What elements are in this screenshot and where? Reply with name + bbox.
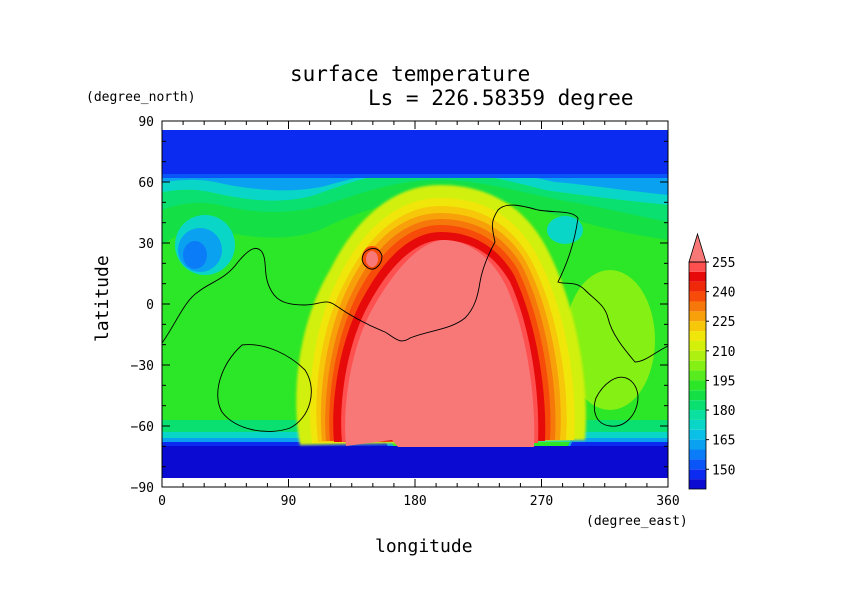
colorbar-label: 255 [712,256,735,271]
east-warm-patch [565,270,655,410]
colorbar-segment [689,439,706,450]
colorbar: 150 165 180 195 210 225 240 255 [688,232,735,490]
y-tick-label: 0 [146,298,154,313]
colorbar-segment [689,271,706,282]
colorbar-frame [688,261,707,490]
y-ticks: 90 60 30 0 −30 −60 −90 [131,115,668,496]
colorbar-segment [689,281,706,292]
colorbar-label: 225 [712,315,735,330]
colorbar-segment [689,449,706,460]
colorbar-segment [689,262,706,272]
colorbar-segment [689,400,706,411]
dome-max-region [345,240,535,447]
colorbar-segment [689,479,706,489]
x-tick-label: 180 [403,494,426,509]
topography-contours [162,204,668,432]
y-tick-label: −90 [131,481,154,496]
colorbar-segment [689,469,706,480]
colorbar-max-extension [688,232,707,263]
y-tick-label: −60 [131,420,154,435]
y-tick-label: 90 [138,115,154,130]
x-axis-label: longitude [375,536,473,557]
southern-basin-contour [217,344,312,432]
y-tick-label: 60 [138,176,154,191]
colorbar-segment [689,370,706,381]
x-axis-units: (degree_east) [586,514,688,529]
colorbar-label: 150 [712,463,735,478]
east-basin-contour [593,376,639,427]
colorbar-segment [689,419,706,430]
colorbar-segment [689,311,706,322]
temperature-field [162,130,668,478]
y-axis-units: (degree_north) [86,90,196,105]
colorbar-segment [689,410,706,420]
y-tick-label: −30 [131,359,154,374]
south-polar-core-left [162,446,668,478]
colorbar-label: 180 [712,404,735,419]
x-tick-label: 360 [656,494,679,509]
coastline-contour [162,204,668,363]
x-ticks: 0 90 180 270 360 [158,121,680,509]
colorbar-label: 240 [712,286,735,301]
colorbar-label: 210 [712,345,735,360]
colorbar-label: 165 [712,434,735,449]
west-cool-patch-core [183,241,207,269]
colorbar-segment [689,331,706,341]
small-warm-blob [366,251,378,267]
colorbar-segment [689,291,706,302]
x-tick-label: 90 [281,494,297,509]
north-band-6 [162,130,668,174]
colorbar-segment [689,459,706,470]
y-tick-label: 30 [138,237,154,252]
colorbar-label: 195 [712,374,735,389]
volcano-contour [361,248,383,270]
colorbar-segment [689,429,706,440]
x-tick-label: 270 [530,494,553,509]
chart-title: surface temperature [290,62,531,86]
chart-subtitle: Ls = 226.58359 degree [368,86,634,110]
colorbar-segment [689,350,706,361]
colorbar-segment [689,390,706,401]
colorbar-segment [689,360,706,371]
colorbar-segment [689,301,706,312]
x-tick-label: 0 [158,494,166,509]
colorbar-segment [689,321,706,332]
colorbar-segment [689,380,706,391]
colorbar-segment [689,340,706,351]
